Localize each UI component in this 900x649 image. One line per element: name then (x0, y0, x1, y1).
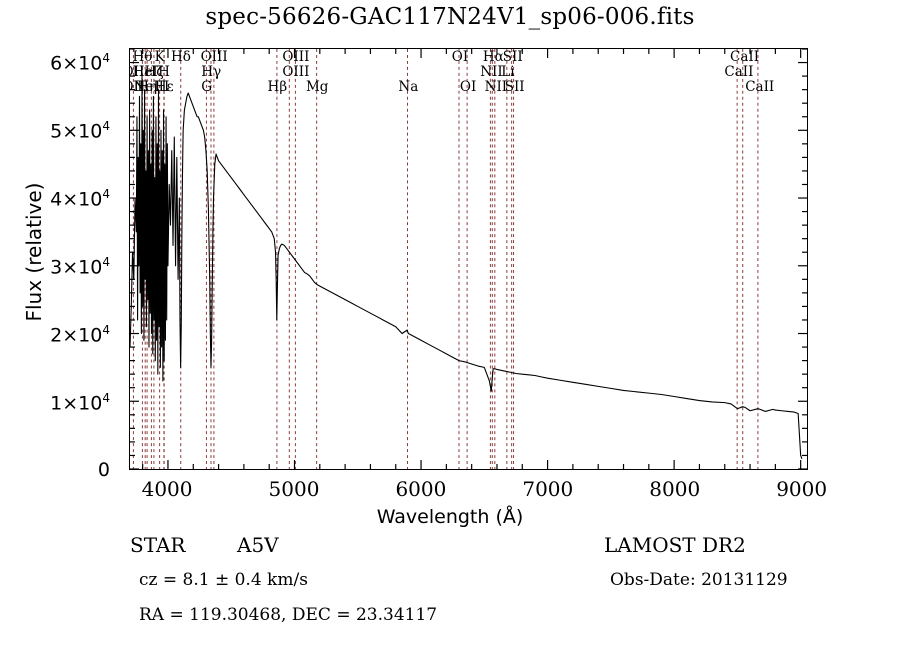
line-label-HeI: HeI (132, 64, 158, 80)
spectrum-svg (130, 49, 807, 469)
x-tick-label: 7000 (522, 477, 574, 501)
survey-label: LAMOST DR2 (604, 533, 746, 557)
line-label-OI: OI (459, 79, 477, 95)
line-label-Li: Li (501, 64, 515, 80)
line-label-G: G (201, 79, 213, 95)
line-label-OII: OII (130, 79, 145, 95)
object-type-label: STAR (130, 533, 186, 557)
plot-area: HθKHδOIIIOIIIOIHαSIICaIIOIIHeIHζHHγOIIIN… (129, 48, 808, 470)
line-label-Na: Na (398, 79, 419, 95)
spectrum-trace (130, 75, 803, 460)
line-label-Hζ: Hζ (144, 64, 164, 80)
line-label-Mg: Mg (305, 79, 329, 95)
line-label-SII: SII (504, 79, 525, 95)
line-label-NII: NII (480, 64, 503, 80)
x-tick-label: 8000 (649, 477, 701, 501)
line-label-SII: SII (502, 49, 523, 65)
x-axis-label: Wavelength (Å) (376, 506, 524, 528)
spectral-class-label: A5V (237, 533, 279, 557)
page-title: spec-56626-GAC117N24V1_sp06-006.fits (205, 4, 695, 30)
y-axis-ticks: 0 1×104 2×104 3×104 4×104 5×104 6×104 (0, 0, 123, 649)
line-label-OIII: OIII (282, 49, 310, 65)
line-label-OIII: OIII (200, 49, 228, 65)
y-tick-label: 5×104 (50, 118, 110, 142)
line-label-Hδ: Hδ (170, 49, 191, 65)
line-label-H: H (158, 64, 170, 80)
line-label-Hη: Hη (137, 79, 158, 95)
y-tick-label: 3×104 (50, 254, 110, 279)
line-label-OI: OI (451, 49, 469, 65)
line-label-OIII: OIII (282, 64, 310, 80)
y-tick-label: 6×104 (50, 50, 110, 74)
y-tick-label: 0 (97, 459, 110, 481)
line-label-Hθ: Hθ (132, 49, 153, 65)
line-label-CaII: CaII (724, 64, 754, 80)
obs-date-label: Obs-Date: 20131129 (610, 570, 788, 590)
x-tick-label: 9000 (776, 477, 828, 501)
line-label-Hα: Hα (482, 49, 504, 65)
line-label-NII: NII (484, 79, 508, 95)
redshift-velocity-label: cz = 8.1 ± 0.4 km/s (139, 570, 308, 590)
line-label-K: K (154, 49, 165, 65)
y-tick-label: 1×104 (50, 390, 110, 415)
x-tick-label: 5000 (268, 477, 320, 501)
line-label-CaII: CaII (745, 79, 775, 95)
line-label-NeIII: NeIII (133, 79, 170, 95)
line-label-OII: OII (130, 64, 145, 80)
y-tick-label: 2×104 (50, 322, 110, 347)
y-axis-label: Flux (relative) (22, 182, 46, 322)
line-label-CaII: CaII (729, 49, 760, 65)
line-label-Hγ: Hγ (201, 64, 222, 80)
coordinates-label: RA = 119.30468, DEC = 23.34117 (139, 605, 438, 625)
line-label-Hβ: Hβ (267, 79, 288, 95)
x-tick-label: 4000 (141, 477, 193, 501)
x-tick-label: 6000 (395, 477, 447, 501)
y-tick-label: 4×104 (50, 186, 110, 211)
line-label-Hε: Hε (154, 79, 174, 95)
